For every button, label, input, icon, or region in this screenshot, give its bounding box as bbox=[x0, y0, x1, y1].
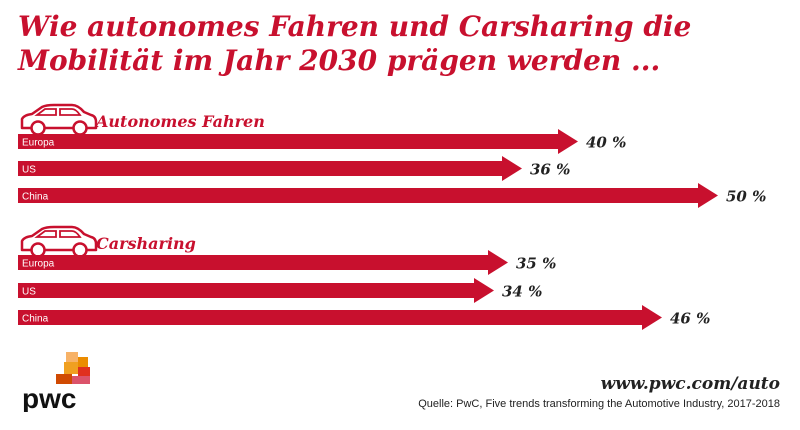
car-wheel bbox=[72, 242, 88, 258]
car-wheel bbox=[30, 242, 46, 258]
bar-category-label: US bbox=[22, 165, 36, 176]
car-icon-1 bbox=[20, 225, 98, 258]
bar-value-label: 35 % bbox=[516, 255, 556, 273]
bar-value-label: 46 % bbox=[670, 310, 710, 328]
bar-china bbox=[18, 305, 662, 330]
pwc-logo: pwc bbox=[22, 352, 90, 412]
footer-source: Quelle: PwC, Five trends transforming th… bbox=[418, 398, 780, 410]
group-title-0: Autonomes Fahren bbox=[94, 112, 265, 131]
chart-title: Wie autonomes Fahren und Carsharing die … bbox=[18, 10, 692, 77]
footer-url[interactable]: www.pwc.com/auto bbox=[600, 374, 780, 394]
car-wheel bbox=[30, 120, 46, 136]
bar-value-label: 40 % bbox=[586, 134, 626, 152]
car-icon-0 bbox=[20, 103, 98, 136]
bar-value-label: 50 % bbox=[726, 188, 766, 206]
bar-value-label: 36 % bbox=[530, 161, 570, 179]
bar-us bbox=[18, 156, 522, 181]
car-body bbox=[20, 103, 98, 130]
group-title-1: Carsharing bbox=[96, 234, 196, 253]
car-window bbox=[34, 108, 57, 116]
bar-category-label: China bbox=[22, 314, 49, 325]
bar-europa bbox=[18, 250, 508, 275]
bar-us bbox=[18, 278, 494, 303]
pwc-logo-text: pwc bbox=[22, 383, 76, 412]
car-window bbox=[34, 230, 57, 238]
car-wheel bbox=[72, 120, 88, 136]
car-window bbox=[59, 230, 82, 238]
bar-europa bbox=[18, 129, 578, 154]
bar-china bbox=[18, 183, 718, 208]
car-window bbox=[59, 108, 82, 116]
car-body bbox=[20, 225, 98, 252]
bar-category-label: US bbox=[22, 287, 36, 298]
bar-category-label: Europa bbox=[22, 259, 55, 270]
bar-category-label: Europa bbox=[22, 138, 55, 149]
bar-category-label: China bbox=[22, 192, 49, 203]
bar-value-label: 34 % bbox=[502, 283, 542, 301]
